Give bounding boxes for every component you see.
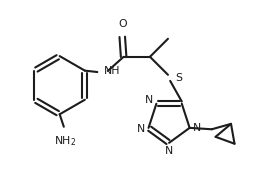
Text: N: N — [137, 124, 145, 134]
Text: O: O — [118, 19, 127, 29]
Text: S: S — [175, 73, 182, 83]
Text: NH: NH — [103, 66, 120, 76]
Text: N: N — [144, 95, 153, 105]
Text: N: N — [193, 123, 202, 133]
Text: N: N — [165, 145, 173, 156]
Text: NH$_2$: NH$_2$ — [54, 134, 76, 148]
